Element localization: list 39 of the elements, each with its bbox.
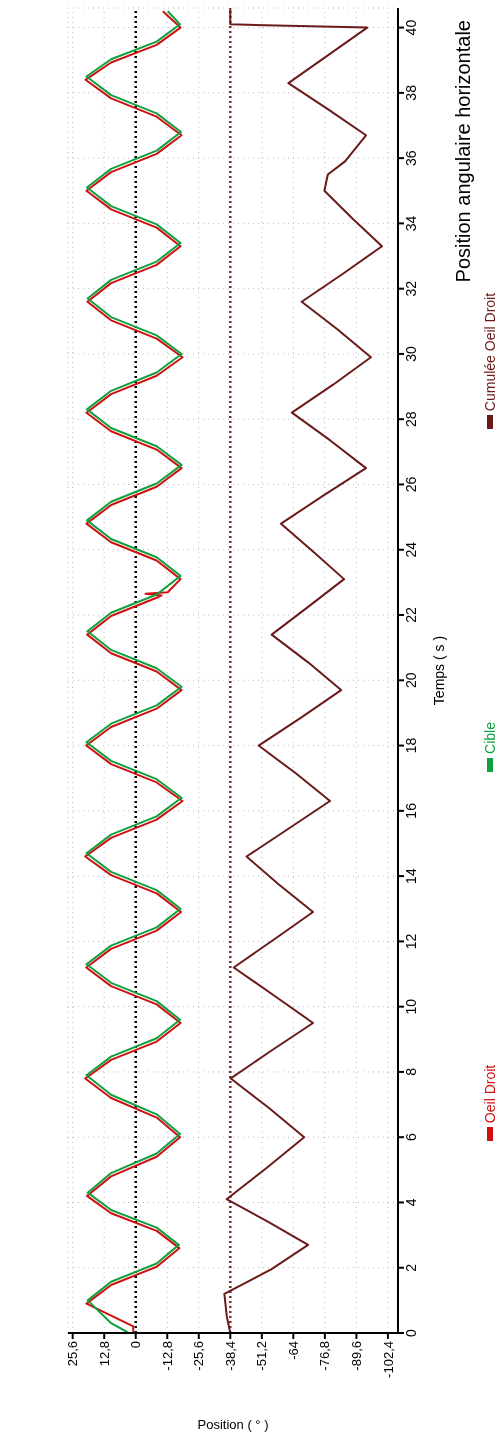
text: Position angulaire horizontale bbox=[452, 20, 475, 283]
text: Cumulée Oeil Droit bbox=[482, 292, 498, 412]
y-tick-label: 24 bbox=[402, 541, 419, 558]
y-tick-label: 32 bbox=[402, 280, 419, 297]
y-tick-label: 36 bbox=[402, 150, 419, 166]
y-tick-label: 18 bbox=[402, 737, 419, 754]
y-tick-label: 30 bbox=[402, 345, 419, 362]
x-tick-label: -89,6 bbox=[349, 1341, 364, 1371]
x-tick-label: -25,6 bbox=[191, 1341, 207, 1371]
x-tick-label: -51,2 bbox=[254, 1341, 270, 1371]
text: Oeil Droit bbox=[482, 1064, 498, 1124]
line-series bbox=[223, 8, 383, 1333]
x-axis-title: Position ( ° ) bbox=[197, 1416, 269, 1432]
y-tick-label: 8 bbox=[402, 1067, 419, 1076]
y-tick-label: 22 bbox=[402, 607, 419, 623]
y-tick-label: 6 bbox=[402, 1133, 419, 1142]
y-tick-label: 14 bbox=[402, 868, 419, 884]
text: Cible bbox=[482, 722, 498, 754]
x-tick-label: -102,4 bbox=[380, 1341, 396, 1378]
x-tick-label: 25,6 bbox=[65, 1341, 81, 1367]
x-tick-label: -64 bbox=[285, 1341, 301, 1360]
x-tick-label: 0 bbox=[128, 1341, 144, 1349]
x-tick-label: -12,8 bbox=[159, 1341, 175, 1371]
x-tick-label: -38,4 bbox=[222, 1341, 238, 1371]
y-tick-label: 28 bbox=[402, 411, 419, 427]
y-axis-title: Temps ( s ) bbox=[430, 635, 447, 706]
y-tick-label: 38 bbox=[402, 84, 419, 101]
y-tick-label: 0 bbox=[402, 1328, 419, 1337]
y-tick-label: 26 bbox=[402, 476, 419, 493]
y-tick-label: 10 bbox=[402, 998, 419, 1015]
y-tick-label: 4 bbox=[402, 1198, 419, 1207]
y-tick-label: 2 bbox=[402, 1263, 419, 1272]
y-tick-label: 34 bbox=[402, 215, 419, 232]
y-tick-label: 20 bbox=[402, 672, 419, 689]
y-tick-label: 40 bbox=[402, 19, 419, 36]
y-tick-label: 16 bbox=[402, 802, 419, 819]
y-tick-label: 12 bbox=[402, 933, 419, 950]
x-tick-label: -76,8 bbox=[317, 1341, 333, 1371]
x-tick-label: 12,8 bbox=[96, 1341, 112, 1367]
